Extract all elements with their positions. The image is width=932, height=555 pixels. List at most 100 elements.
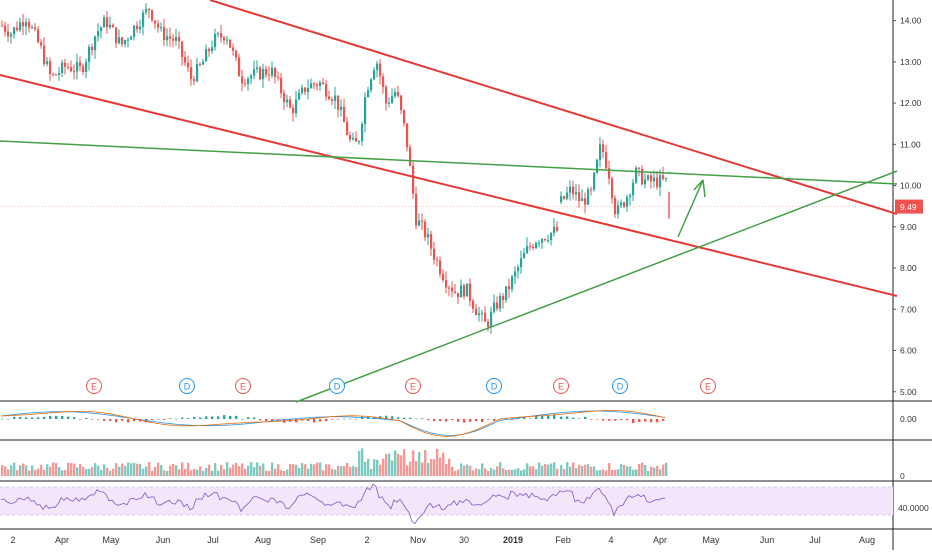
macd-bar xyxy=(79,419,82,420)
candle xyxy=(391,88,394,104)
candle-body xyxy=(325,84,328,97)
candle xyxy=(25,17,28,35)
candle-body xyxy=(52,73,55,75)
event-marker-label: E xyxy=(91,382,97,392)
candle-body xyxy=(139,26,142,30)
candle xyxy=(19,17,22,32)
candle xyxy=(382,73,385,94)
candle xyxy=(88,44,91,71)
candle-body xyxy=(427,234,430,238)
volume-bar xyxy=(560,465,563,476)
candle-body xyxy=(229,39,232,48)
volume-bar xyxy=(31,465,34,476)
candle-body xyxy=(7,31,10,37)
candle xyxy=(424,218,427,241)
candle xyxy=(28,18,31,33)
candle xyxy=(448,285,451,297)
macd-bar xyxy=(157,419,160,420)
candle xyxy=(250,73,253,85)
volume-bar xyxy=(289,464,292,476)
candle-body xyxy=(469,283,472,301)
event-marker-label: E xyxy=(558,382,564,392)
candle xyxy=(662,166,665,181)
candle-body xyxy=(130,36,133,40)
volume-bar xyxy=(202,470,205,476)
x-tick-label: Nov xyxy=(410,535,427,545)
candle-body xyxy=(88,46,91,62)
candle xyxy=(355,131,358,142)
macd-bar xyxy=(523,417,526,419)
candle xyxy=(217,31,220,38)
macd-bar xyxy=(529,418,532,420)
candle xyxy=(403,109,406,127)
macd-bar xyxy=(253,417,256,419)
event-marker: E xyxy=(405,378,421,394)
volume-bar xyxy=(67,462,70,476)
candle-body xyxy=(322,82,325,85)
event-marker-circle xyxy=(405,378,421,394)
candle-body xyxy=(268,74,271,76)
volume-bar xyxy=(547,464,550,476)
candle xyxy=(220,25,223,43)
candle-body xyxy=(256,67,259,70)
volume-bar xyxy=(578,464,581,476)
candle-body xyxy=(271,67,274,76)
volume-bar xyxy=(385,454,388,476)
macd-bar xyxy=(43,416,46,419)
candle xyxy=(499,292,502,313)
candle xyxy=(367,86,370,98)
volume-bar xyxy=(572,462,575,476)
volume-bar xyxy=(79,463,82,476)
candle xyxy=(523,247,526,259)
event-marker-circle xyxy=(486,378,502,394)
volume-bar xyxy=(505,470,508,476)
candle xyxy=(385,84,388,111)
candle xyxy=(124,39,127,48)
volume-bar xyxy=(496,466,499,476)
candle-body xyxy=(535,242,538,248)
candle-body xyxy=(61,62,64,74)
candle xyxy=(457,292,460,305)
x-tick-label: May xyxy=(702,535,720,545)
volume-bar xyxy=(343,466,346,476)
volume-bar xyxy=(409,461,412,476)
volume-bar xyxy=(665,462,668,476)
volume-bar xyxy=(602,469,605,476)
macd-bar xyxy=(85,417,88,419)
volume-bar xyxy=(259,465,262,476)
macd-bar xyxy=(7,418,10,420)
volume-bar xyxy=(563,468,566,476)
volume-bar xyxy=(112,468,115,476)
macd-bar xyxy=(397,417,400,419)
candle-body xyxy=(394,92,397,97)
event-marker: D xyxy=(612,378,628,394)
candle xyxy=(157,20,160,33)
candle-body xyxy=(31,27,34,29)
candle xyxy=(139,19,142,34)
candle xyxy=(358,140,361,145)
candle xyxy=(352,132,355,141)
volume-bar xyxy=(286,469,289,476)
candle-body xyxy=(346,122,349,135)
x-tick-label: Jul xyxy=(207,535,219,545)
candle xyxy=(91,43,94,56)
candle xyxy=(322,77,325,85)
candle xyxy=(169,27,172,47)
y-tick-label: 9.00 xyxy=(900,222,917,232)
candle-body xyxy=(49,61,52,74)
macd-bar xyxy=(541,415,544,419)
candle xyxy=(214,28,217,51)
candle xyxy=(626,194,629,213)
candle xyxy=(184,51,187,67)
candle-body xyxy=(596,159,599,173)
volume-bar xyxy=(277,464,280,476)
candle-body xyxy=(4,25,7,32)
candle-body xyxy=(154,20,157,24)
macd-bar xyxy=(638,419,641,423)
candle xyxy=(67,62,70,70)
candle xyxy=(439,256,442,278)
volume-bar xyxy=(34,469,37,476)
candle-body xyxy=(641,168,644,185)
y-tick-label: 13.00 xyxy=(900,57,922,67)
candle xyxy=(379,58,382,85)
